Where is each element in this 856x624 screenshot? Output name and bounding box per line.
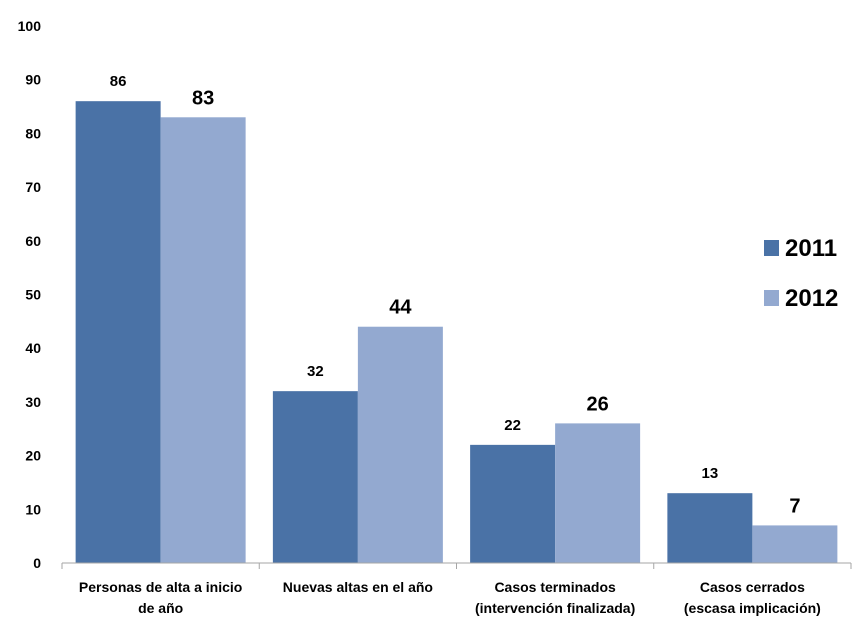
legend-swatch-2011 — [764, 240, 779, 256]
data-label: 44 — [389, 297, 412, 319]
y-axis: 0 10 20 30 40 50 60 70 80 90 100 — [18, 18, 42, 571]
x-category-label: (escasa implicación) — [684, 600, 821, 616]
bars: 86 83 32 44 22 26 13 7 — [75, 73, 838, 564]
x-category-label: de año — [138, 600, 183, 616]
bar-2011-2 — [470, 444, 556, 563]
x-category-label: (intervención finalizada) — [475, 600, 635, 616]
x-category-label: Casos cerrados — [700, 579, 805, 595]
bar-2012-0 — [160, 117, 246, 563]
bar-2012-3 — [752, 525, 838, 563]
legend-label-2011: 2011 — [785, 235, 837, 262]
bar-2012-2 — [555, 423, 641, 563]
data-label: 26 — [587, 393, 609, 415]
data-label: 7 — [789, 495, 800, 517]
legend: 2011 2012 — [764, 235, 838, 312]
y-tick-label: 80 — [25, 125, 41, 141]
y-tick-label: 70 — [25, 179, 41, 195]
y-tick-label: 0 — [33, 555, 41, 571]
data-label: 32 — [307, 363, 324, 380]
x-category-label: Personas de alta a inicio — [79, 579, 242, 595]
x-category-label: Nuevas altas en el año — [283, 579, 433, 595]
y-tick-label: 20 — [25, 448, 41, 464]
x-category-label: Casos terminados — [494, 579, 616, 595]
y-tick-label: 60 — [25, 233, 41, 249]
legend-label-2012: 2012 — [785, 285, 838, 312]
y-tick-label: 90 — [25, 72, 41, 88]
y-tick-label: 10 — [25, 501, 41, 517]
bar-2011-3 — [667, 493, 753, 563]
y-tick-label: 100 — [18, 18, 42, 34]
legend-swatch-2012 — [764, 290, 779, 306]
data-label: 86 — [110, 73, 127, 90]
bar-2011-0 — [75, 101, 161, 564]
data-label: 13 — [702, 465, 719, 482]
data-label: 83 — [192, 87, 214, 109]
y-tick-label: 50 — [25, 287, 41, 303]
y-tick-label: 40 — [25, 340, 41, 356]
data-label: 22 — [504, 417, 521, 434]
bar-2012-1 — [357, 326, 443, 563]
y-tick-label: 30 — [25, 394, 41, 410]
bar-2011-1 — [272, 391, 358, 563]
x-axis: Personas de alta a inicio de año Nuevas al… — [61, 562, 852, 616]
